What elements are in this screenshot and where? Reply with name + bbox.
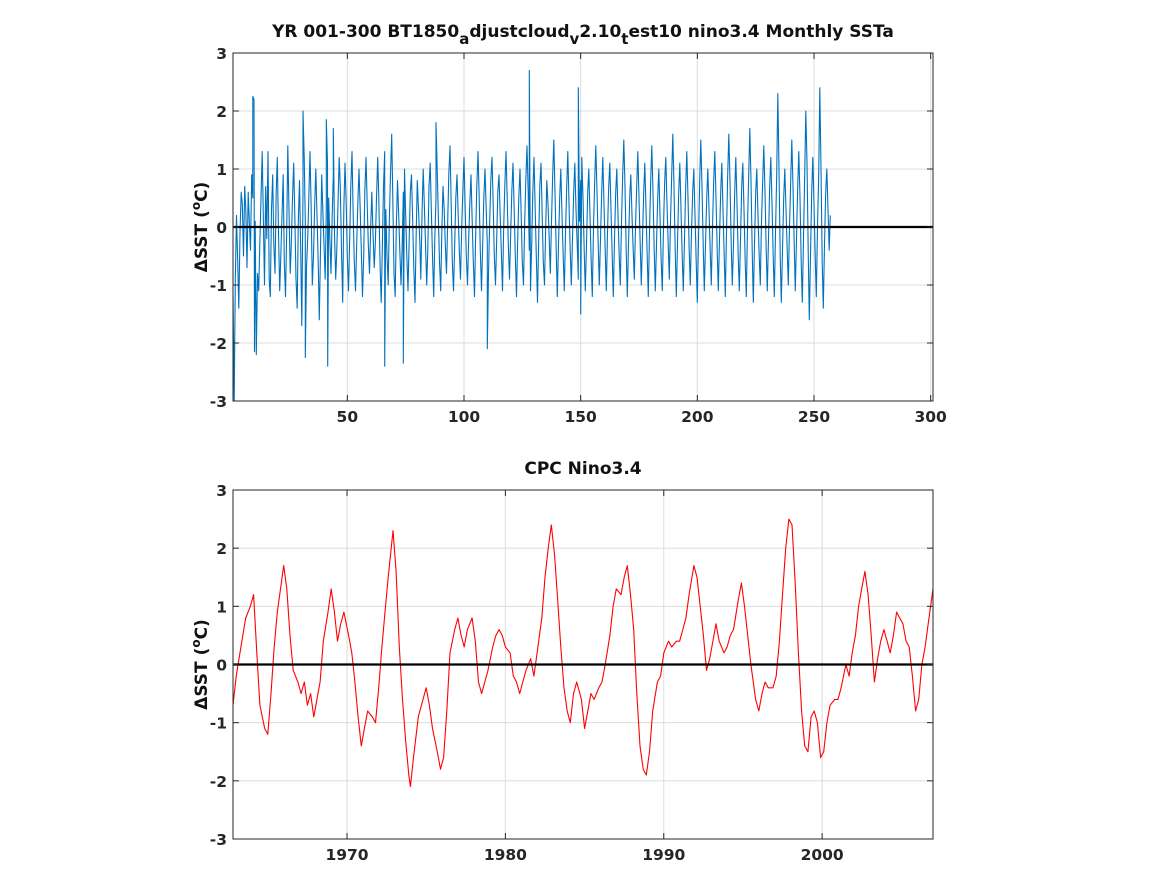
y-tick-label: 2 xyxy=(216,103,227,121)
y-axis-label-text: ΔSST ( xyxy=(192,648,212,710)
title-text: YR 001-300 BT1850 xyxy=(271,22,459,42)
y-axis-label: ΔSST (oC) xyxy=(189,619,212,710)
y-axis-label-text: ΔSST ( xyxy=(192,210,212,272)
y-tick-label: -2 xyxy=(210,773,227,791)
y-axis-label: ΔSST (oC) xyxy=(189,182,212,273)
y-axis-label-superscript: o xyxy=(189,639,203,647)
x-tick-label: 250 xyxy=(798,408,831,426)
y-tick-label: -1 xyxy=(210,277,227,295)
x-tick-label: 100 xyxy=(448,408,481,426)
y-tick-label: -2 xyxy=(210,335,227,353)
y-tick-label: -3 xyxy=(210,831,227,849)
y-tick-label: -1 xyxy=(210,715,227,733)
x-tick-label: 300 xyxy=(914,408,947,426)
x-tick-label: 1980 xyxy=(484,846,527,864)
title-subscript: t xyxy=(621,30,628,48)
y-tick-label: 3 xyxy=(216,45,227,63)
y-axis-label-text: C) xyxy=(192,182,212,202)
title-subscript: a xyxy=(459,30,469,48)
y-tick-label: 2 xyxy=(216,540,227,558)
cpc-nino34-panel: 1970 1980 1990 2000 -3 -2 -1 0 1 2 3 CPC Nino3.4 ΔSS… xyxy=(189,459,934,864)
chart-title: CPC Nino3.4 xyxy=(524,459,641,479)
y-tick-label: 3 xyxy=(216,482,227,500)
x-tick-label: 150 xyxy=(564,408,597,426)
chart-title: YR 001-300 BT1850adjustcloudv2.10test10 … xyxy=(271,22,894,48)
x-tick-label: 50 xyxy=(337,408,359,426)
y-tick-label: 0 xyxy=(216,657,227,675)
series-line xyxy=(232,518,934,788)
series-line xyxy=(232,69,831,402)
x-tick-label: 2000 xyxy=(801,846,844,864)
model-sst-panel: 50 100 150 200 250 300 -3 -2 -1 0 1 2 3 YR 001-300 BT… xyxy=(189,22,947,426)
title-text: est10 nino3.4 Monthly SSTa xyxy=(628,22,893,42)
x-tick-label: 1990 xyxy=(642,846,685,864)
y-tick-label: 1 xyxy=(216,161,227,179)
y-tick-label: 0 xyxy=(216,219,227,237)
title-subscript: v xyxy=(570,30,580,48)
title-text: 2.10 xyxy=(579,22,621,42)
x-tick-label: 200 xyxy=(681,408,714,426)
y-axis-label-text: C) xyxy=(192,619,212,639)
y-axis-label-superscript: o xyxy=(189,202,203,210)
y-tick-label: 1 xyxy=(216,598,227,616)
y-tick-label: -3 xyxy=(210,393,227,411)
title-text: djustcloud xyxy=(469,22,569,42)
x-tick-label: 1970 xyxy=(325,846,368,864)
title-text: CPC Nino3.4 xyxy=(524,459,641,479)
